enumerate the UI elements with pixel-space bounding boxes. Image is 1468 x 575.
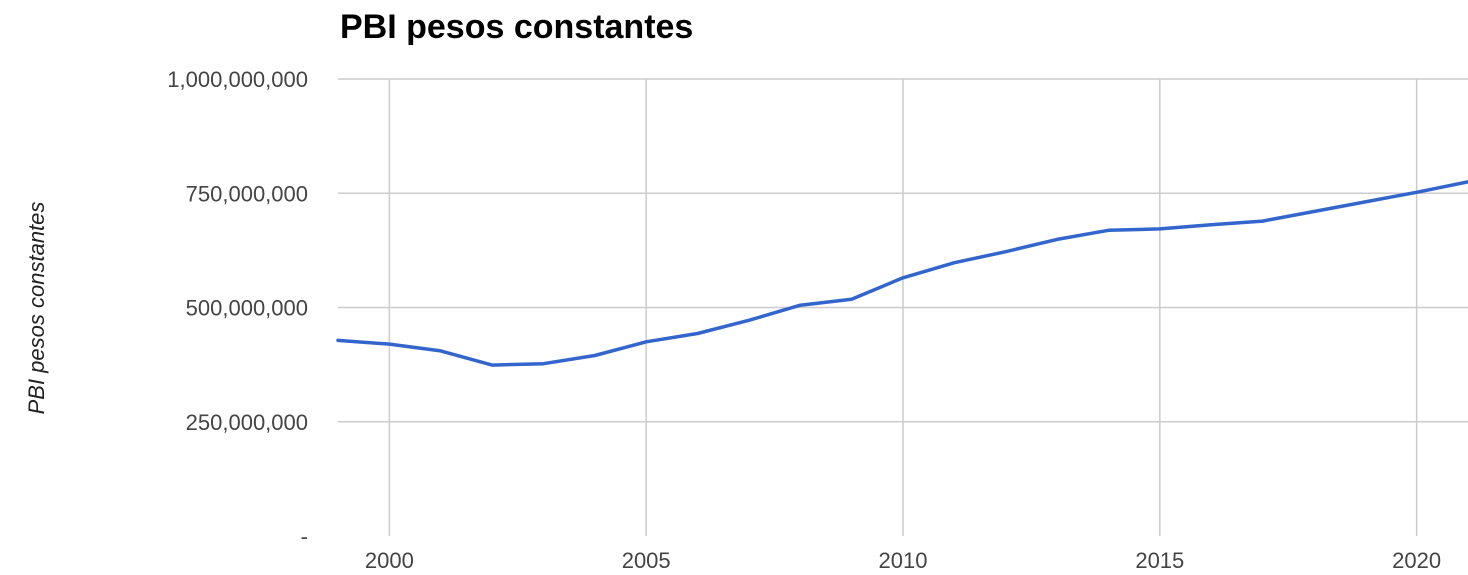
x-tick-label: 2005 <box>622 548 671 573</box>
y-tick-label: 750,000,000 <box>186 181 308 206</box>
y-tick-label: 1,000,000,000 <box>167 67 308 92</box>
x-tick-label: 2010 <box>879 548 928 573</box>
x-tick-label: 2000 <box>365 548 414 573</box>
series-line <box>336 180 1468 367</box>
x-tick-label: 2020 <box>1392 548 1441 573</box>
y-tick-label: 250,000,000 <box>186 410 308 435</box>
y-tick-label: - <box>301 524 308 549</box>
chart-title: PBI pesos constantes <box>340 8 693 46</box>
y-axis-label: PBI pesos constantes <box>24 202 49 415</box>
y-tick-label: 500,000,000 <box>186 296 308 321</box>
x-tick-label: 2015 <box>1135 548 1184 573</box>
series-layer <box>336 180 1468 367</box>
tick-layer: - 250,000,000 500,000,000 750,000,000 1,000,… <box>167 67 1441 573</box>
grid-layer <box>338 78 1468 536</box>
